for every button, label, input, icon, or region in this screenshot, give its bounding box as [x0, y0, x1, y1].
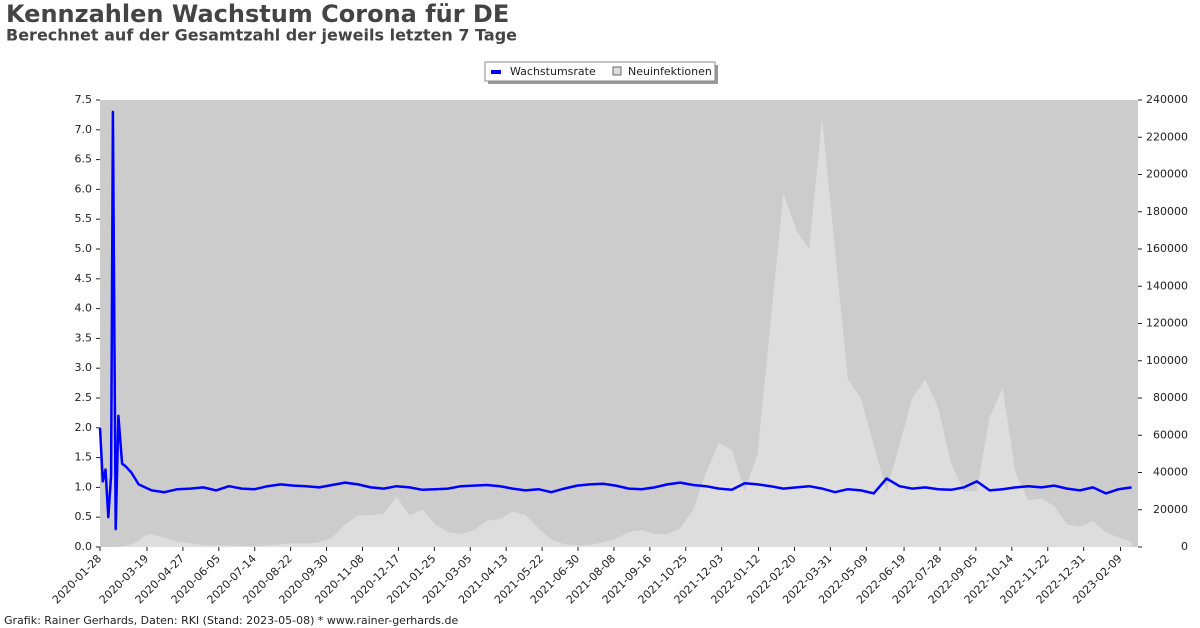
- y-tick-label: 4.5: [75, 272, 93, 285]
- y2-tick-label: 0: [1181, 540, 1188, 553]
- y2-tick-label: 80000: [1153, 391, 1188, 404]
- y2-tick-label: 40000: [1153, 466, 1188, 479]
- y2-tick-label: 200000: [1146, 168, 1188, 181]
- plot-area: [100, 100, 1138, 547]
- y-tick-label: 3.0: [75, 361, 93, 374]
- legend-box: [484, 61, 716, 82]
- y-tick-label: 3.5: [75, 331, 93, 344]
- chart-subtitle: Berechnet auf der Gesamtzahl der jeweils…: [6, 26, 517, 45]
- y-tick-label: 6.5: [75, 153, 93, 166]
- y2-tick-label: 60000: [1153, 428, 1188, 441]
- y-tick-label: 1.5: [75, 451, 93, 464]
- legend-swatch: [491, 70, 501, 74]
- y-tick-label: 2.0: [75, 421, 93, 434]
- legend-swatch: [612, 66, 622, 76]
- legend-label: Wachstumsrate: [510, 65, 596, 78]
- y-tick-label: 0.0: [75, 540, 93, 553]
- area: [100, 118, 1132, 547]
- y2-tick-label: 100000: [1146, 354, 1188, 367]
- y2-tick-label: 240000: [1146, 93, 1188, 106]
- y-tick-label: 7.5: [75, 93, 93, 106]
- y2-tick-label: 120000: [1146, 317, 1188, 330]
- y-tick-label: 0.5: [75, 510, 93, 523]
- y-tick-label: 5.0: [75, 242, 93, 255]
- y-tick-label: 7.0: [75, 123, 93, 136]
- line: [98, 110, 1132, 531]
- y-tick-label: 6.0: [75, 182, 93, 195]
- legend-label: Neuinfektionen: [628, 65, 712, 78]
- legend: Wachstumsrate Neuinfektionen: [484, 61, 718, 84]
- y-tick-label: 5.5: [75, 212, 93, 225]
- y2-tick-label: 140000: [1146, 279, 1188, 292]
- y2-tick-label: 180000: [1146, 205, 1188, 218]
- y2-tick-label: 20000: [1153, 503, 1188, 516]
- y2-tick-label: 220000: [1146, 130, 1188, 143]
- x-tick-label: 2020-01-28: [50, 552, 104, 606]
- chart-title: Kennzahlen Wachstum Corona für DE: [6, 0, 509, 28]
- footer: Grafik: Rainer Gerhards, Daten: RKI (Sta…: [4, 614, 459, 627]
- y2-tick-label: 160000: [1146, 242, 1188, 255]
- y-tick-label: 1.0: [75, 480, 93, 493]
- y-tick-label: 2.5: [75, 391, 93, 404]
- y-tick-label: 4.0: [75, 302, 93, 315]
